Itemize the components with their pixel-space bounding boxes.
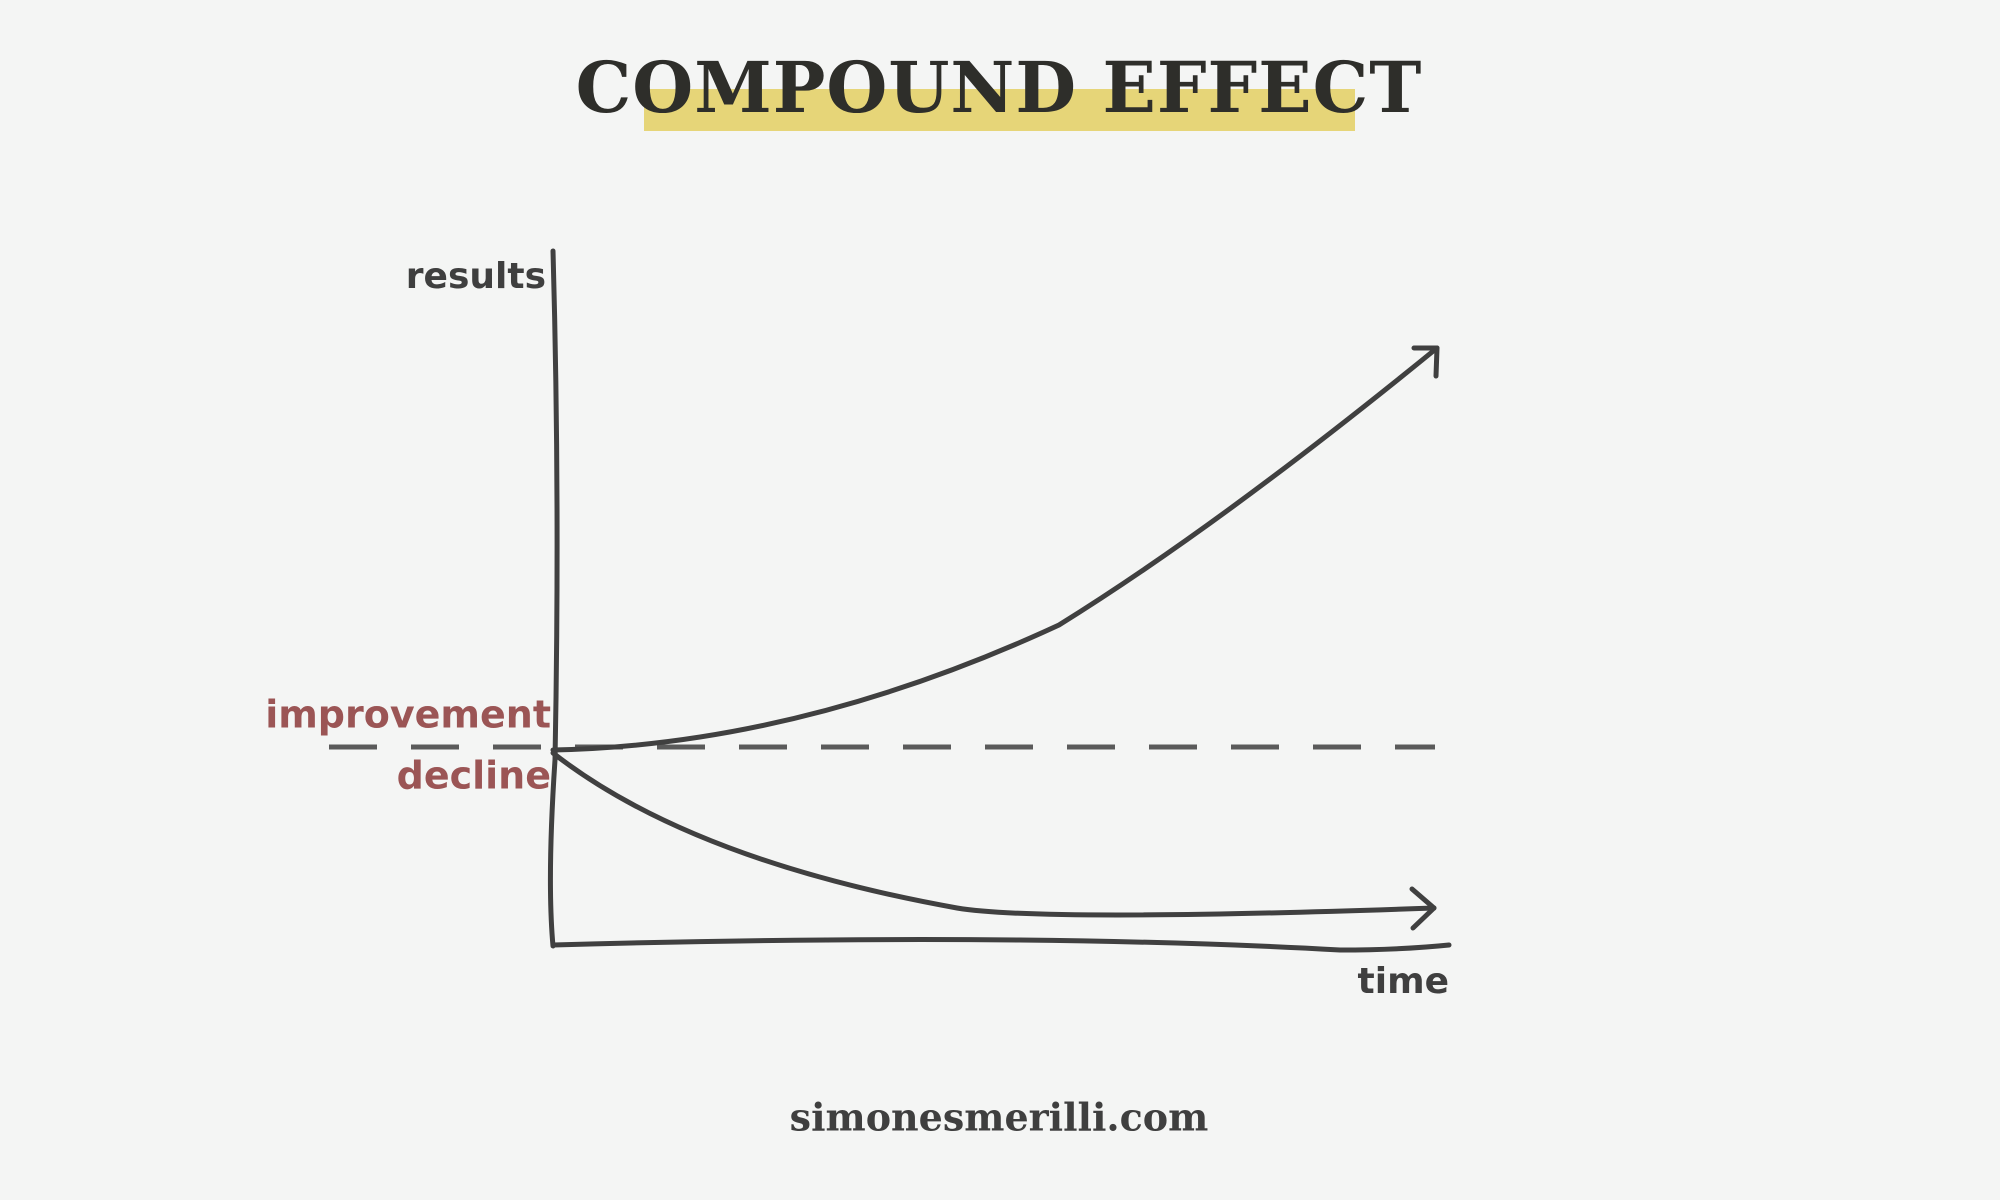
decline-curve — [550, 750, 1437, 918]
y-axis-label: results — [406, 256, 546, 297]
decline-arrowhead — [1409, 886, 1437, 931]
title-highlight — [644, 89, 1355, 131]
x-axis — [550, 937, 1452, 953]
improvement-label: improvement — [265, 693, 551, 737]
y-axis — [547, 248, 560, 949]
improvement-arrowhead — [1411, 345, 1440, 379]
footer: simonesmerilli.com — [790, 1095, 1209, 1140]
decline-label: decline — [397, 754, 551, 798]
x-axis-label: time — [1358, 961, 1449, 1002]
improvement-curve — [550, 345, 1440, 753]
title: COMPOUND EFFECT — [576, 46, 1423, 129]
